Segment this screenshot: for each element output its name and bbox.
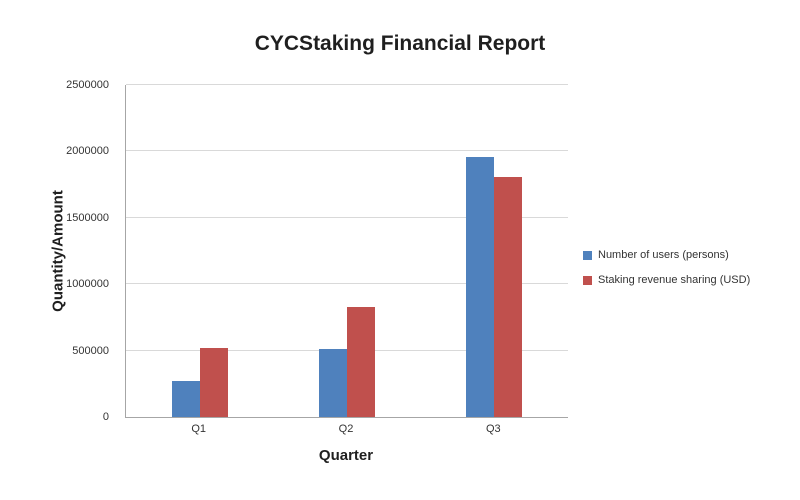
y-axis-ticks: 0 500000 1000000 1500000 2000000 2500000: [0, 79, 117, 423]
legend-swatch-icon: [583, 250, 592, 260]
gridline: [126, 84, 568, 85]
bar-q3-staking-revenue-sharing-usd: [494, 176, 523, 417]
x-tick-label: Q1: [191, 423, 206, 435]
x-tick-label: Q2: [338, 423, 354, 435]
chart-title: CYCStaking Financial Report: [254, 32, 546, 55]
plot-area: [125, 84, 568, 418]
y-tick-label: 2500000: [66, 79, 109, 91]
bar-q1-staking-revenue-sharing-usd: [199, 347, 228, 417]
x-tick-label: Q3: [485, 423, 501, 435]
legend-item: Staking revenue sharing (USD): [583, 274, 750, 286]
x-axis-ticks: Q1 Q2 Q3: [125, 423, 567, 439]
y-tick-label: 500000: [72, 344, 109, 357]
legend-item: Number of users (persons): [583, 249, 750, 261]
bar-group-q3: [466, 85, 523, 417]
chart-legend: Number of users (persons) Staking revenue…: [583, 249, 750, 286]
legend-swatch-icon: [583, 275, 592, 285]
bar-group-q2: [319, 85, 375, 417]
bar-q3-number-of-users-persons: [466, 156, 495, 417]
gridline: [126, 150, 568, 152]
legend-label: Number of users (persons): [598, 249, 729, 261]
bar-q1-number-of-users-persons: [171, 381, 200, 417]
y-tick-label: 2000000: [66, 145, 109, 158]
x-axis-title: Quarter: [318, 447, 374, 464]
y-tick-label: 0: [102, 411, 109, 423]
bar-q2-staking-revenue-sharing-usd: [347, 306, 375, 417]
gridline: [126, 283, 568, 285]
legend-label: Staking revenue sharing (USD): [598, 274, 751, 286]
y-tick-label: 1500000: [66, 211, 109, 224]
bar-q2-number-of-users-persons: [319, 349, 347, 417]
bar-group-q1: [171, 85, 228, 417]
gridline: [126, 216, 568, 218]
y-tick-label: 1000000: [66, 278, 109, 291]
